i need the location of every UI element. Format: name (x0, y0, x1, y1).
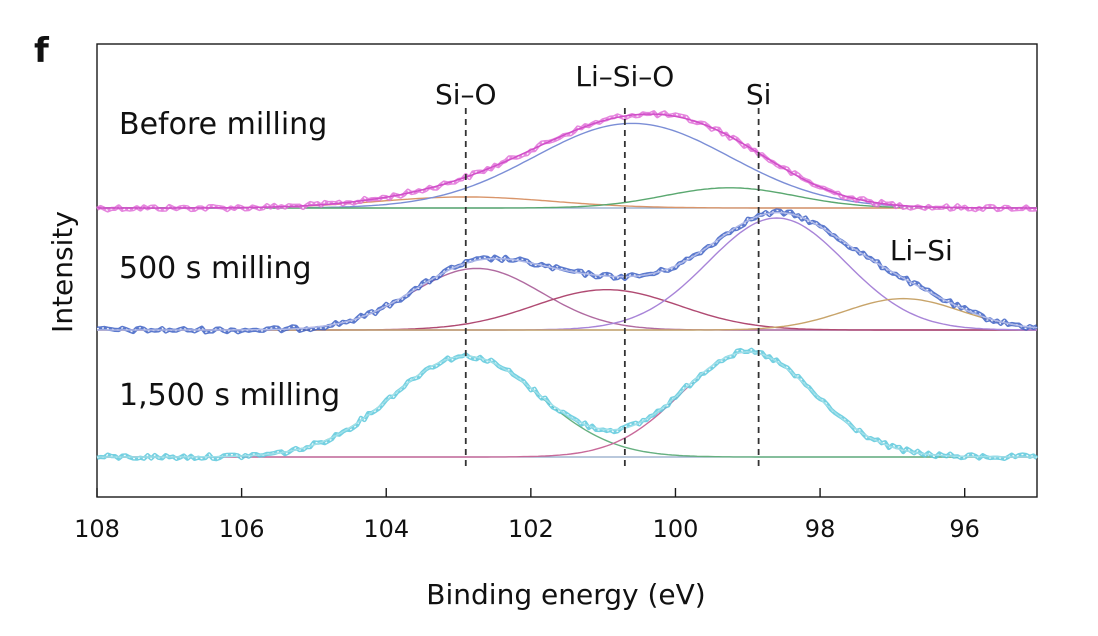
fit-component-Li–Si–O (97, 289, 1037, 331)
trace-2 (96, 208, 1038, 335)
x-tick-label: 96 (949, 515, 980, 543)
fit-envelope (97, 351, 1037, 458)
y-axis-label: Intensity (46, 211, 79, 333)
x-tick-label: 104 (363, 515, 409, 543)
fit-envelope (97, 211, 1038, 331)
x-tick-label: 98 (805, 515, 836, 543)
x-tick-label: 108 (74, 515, 120, 543)
trace-3 (96, 347, 1039, 462)
trace-label: 500 s milling (119, 251, 312, 286)
plot-area: 108 106 104 102 100 98 96 Before milling 500 s m… (74, 43, 1039, 543)
trace-1 (96, 110, 1038, 213)
peak-label: Li–Si–O (575, 60, 674, 93)
raw-data-markers (96, 349, 1038, 460)
x-axis-label: Binding energy (eV) (426, 578, 705, 611)
x-tick-label: 106 (219, 515, 265, 543)
peak-label: Si–O (435, 78, 497, 111)
trace-label: Before milling (119, 107, 327, 142)
peak-label: Li–Si (890, 234, 953, 267)
plot-frame (96, 43, 1038, 498)
x-tick-label: 102 (508, 515, 554, 543)
panel-label: f (34, 31, 50, 71)
peak-label: Si (746, 78, 772, 111)
fit-component-Li–Si (97, 297, 1038, 331)
fit-envelope (97, 113, 1037, 209)
x-tick-label: 100 (653, 515, 699, 543)
trace-label: 1,500 s milling (119, 378, 340, 413)
